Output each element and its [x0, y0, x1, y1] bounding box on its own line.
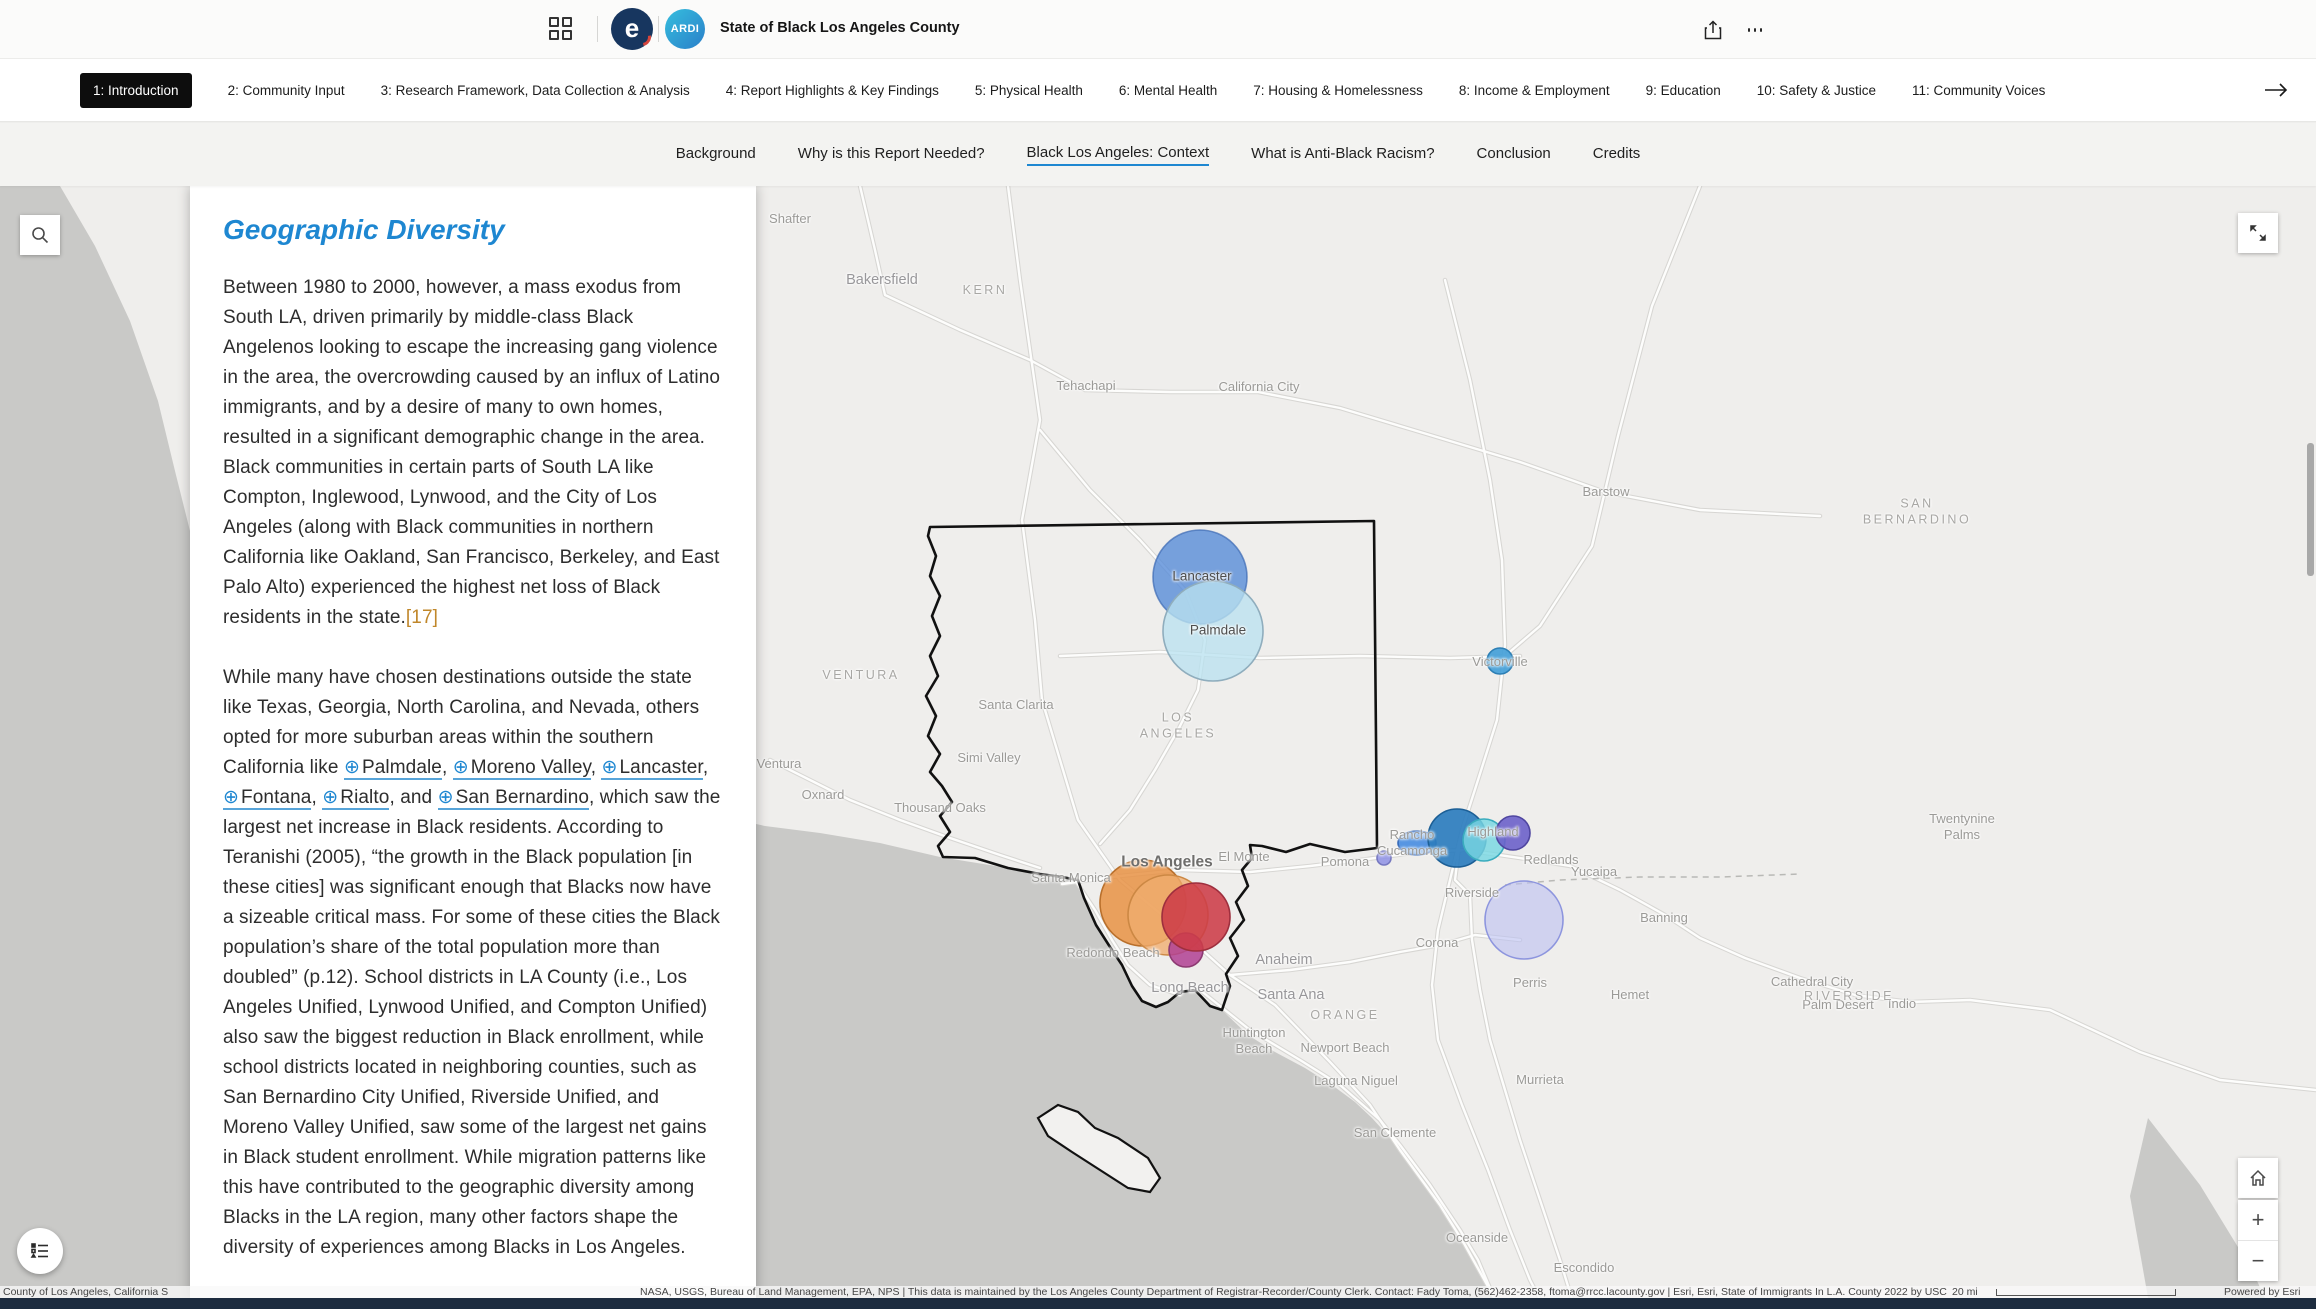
tabs-scroll-right-icon[interactable]	[2258, 77, 2288, 105]
page-scrollbar-thumb[interactable]	[2307, 443, 2314, 576]
map-scale-label: 20 mi	[1952, 1286, 1978, 1298]
map-bubble-victorville[interactable]	[1486, 647, 1514, 675]
map-bubble-highland-purple[interactable]	[1495, 815, 1531, 851]
app-header: e ARDI State of Black Los Angeles County	[0, 0, 2316, 59]
zoom-out-button[interactable]: −	[2238, 1241, 2278, 1281]
catalina-island	[1036, 1103, 1162, 1194]
circled-plus-icon: ⊕	[322, 787, 339, 808]
map-bubble-la-east-red[interactable]	[1161, 882, 1231, 952]
divider	[2238, 1240, 2278, 1241]
divider	[658, 16, 659, 42]
attribution-text-left: County of Los Angeles, California S	[3, 1286, 169, 1298]
citation-link-17[interactable]: [17]	[405, 607, 438, 628]
zoom-controls: + −	[2238, 1200, 2278, 1281]
tab-6-mental-health[interactable]: 6: Mental Health	[1118, 82, 1218, 98]
la-county-boundary	[924, 519, 1379, 1012]
tab-7-housing-homelessness[interactable]: 7: Housing & Homelessness	[1253, 82, 1423, 98]
place-link-fontana[interactable]: ⊕ Fontana	[223, 787, 312, 810]
expand-map-icon[interactable]	[2238, 213, 2278, 253]
map-bubble-pomona-dot[interactable]	[1376, 850, 1392, 866]
tab-1-introduction[interactable]: 1: Introduction	[80, 72, 192, 108]
subnav-background[interactable]: Background	[675, 144, 756, 162]
place-link-san-bernardino[interactable]: ⊕ San Bernardino	[437, 787, 590, 810]
search-icon[interactable]	[20, 215, 60, 255]
tab-9-education[interactable]: 9: Education	[1645, 82, 1721, 98]
paragraph-1: Between 1980 to 2000, however, a mass ex…	[223, 277, 721, 628]
attribution-text: NASA, USGS, Bureau of Land Management, E…	[640, 1286, 1950, 1298]
subnav-credits[interactable]: Credits	[1592, 144, 1641, 162]
subnav-conclusion[interactable]: Conclusion	[1476, 144, 1551, 162]
circled-plus-icon: ⊕	[343, 757, 360, 778]
map-attribution-bar: County of Los Angeles, California S NASA…	[0, 1286, 2316, 1298]
esri-logo[interactable]: e	[611, 8, 655, 50]
zoom-in-button[interactable]: +	[2238, 1200, 2278, 1240]
tab-10-safety-justice[interactable]: 10: Safety & Justice	[1756, 82, 1877, 98]
narrative-panel: Geographic Diversity Between 1980 to 200…	[190, 186, 756, 1298]
circled-plus-icon: ⊕	[601, 757, 618, 778]
county-boundary-dashed	[1504, 873, 1801, 886]
subnav-black-los-angeles-context[interactable]: Black Los Angeles: Context	[1026, 144, 1210, 166]
map-bubble-riverside-perris-lavender[interactable]	[1484, 880, 1564, 960]
map-bubble-layer	[1099, 529, 1564, 968]
esri-logo-letter: e	[624, 13, 640, 43]
tab-11-community-voices[interactable]: 11: Community Voices	[1912, 82, 2046, 98]
ardi-badge-label: ARDI	[670, 23, 700, 35]
circled-plus-icon: ⊕	[452, 757, 469, 778]
more-options-icon[interactable]	[1740, 15, 1770, 45]
tab-4-report-highlights-key-findings[interactable]: 4: Report Highlights & Key Findings	[725, 82, 939, 98]
salton-sea	[2130, 1118, 2270, 1309]
app-launcher-grid-icon[interactable]	[549, 17, 573, 41]
home-extent-icon[interactable]	[2238, 1158, 2278, 1198]
place-link-lancaster[interactable]: ⊕ Lancaster	[601, 757, 703, 780]
map-roads	[767, 186, 2316, 1309]
map-canvas[interactable]: Shafter Bakersfield KERN Tehachapi Californi…	[0, 186, 2316, 1309]
story-title: State of Black Los Angeles County	[720, 20, 960, 36]
section-subnav: Background Why is this Report Needed? Blac…	[0, 123, 2316, 186]
subnav-why-is-this-report-needed[interactable]: Why is this Report Needed?	[797, 144, 985, 162]
tab-8-income-employment[interactable]: 8: Income & Employment	[1458, 82, 1610, 98]
map-scale-bar	[1996, 1289, 2176, 1296]
map-bubble-palmdale[interactable]	[1162, 580, 1264, 682]
place-link-rialto[interactable]: ⊕ Rialto	[322, 787, 390, 810]
divider	[597, 16, 598, 42]
paragraph-2: While many have chosen destinations outs…	[223, 667, 721, 1258]
tab-3-research-framework-data-collection-analysis[interactable]: 3: Research Framework, Data Collection &…	[380, 82, 690, 98]
ardi-org-badge[interactable]: ARDI	[665, 9, 705, 49]
story-footer-bar	[0, 1298, 2316, 1309]
legend-icon[interactable]	[17, 1228, 63, 1274]
tab-2-community-input[interactable]: 2: Community Input	[227, 82, 345, 98]
circled-plus-icon: ⊕	[223, 787, 240, 808]
circled-plus-icon: ⊕	[437, 787, 454, 808]
place-link-palmdale[interactable]: ⊕ Palmdale	[343, 757, 442, 780]
subnav-what-is-anti-black-racism[interactable]: What is Anti-Black Racism?	[1251, 144, 1435, 162]
section-heading: Geographic Diversity	[223, 214, 505, 245]
powered-by-esri: Powered by Esri	[2224, 1286, 2301, 1298]
tab-5-physical-health[interactable]: 5: Physical Health	[974, 82, 1083, 98]
chapter-tabs: 1: Introduction 2: Community Input 3: Rese…	[0, 59, 2316, 122]
share-icon[interactable]	[1698, 15, 1728, 45]
place-link-moreno-valley[interactable]: ⊕ Moreno Valley	[452, 757, 591, 780]
